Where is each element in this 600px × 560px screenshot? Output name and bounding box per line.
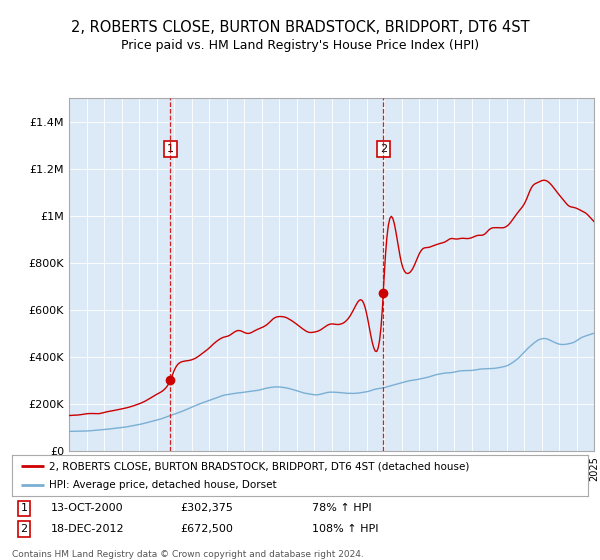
Text: £672,500: £672,500 [180,524,233,534]
Text: 2: 2 [380,144,387,154]
Text: Contains HM Land Registry data © Crown copyright and database right 2024.
This d: Contains HM Land Registry data © Crown c… [12,550,364,560]
Text: 1: 1 [20,503,28,514]
Text: 108% ↑ HPI: 108% ↑ HPI [312,524,379,534]
Text: 13-OCT-2000: 13-OCT-2000 [51,503,124,514]
Text: 2: 2 [20,524,28,534]
Text: 2, ROBERTS CLOSE, BURTON BRADSTOCK, BRIDPORT, DT6 4ST: 2, ROBERTS CLOSE, BURTON BRADSTOCK, BRID… [71,20,529,35]
Text: Price paid vs. HM Land Registry's House Price Index (HPI): Price paid vs. HM Land Registry's House … [121,39,479,52]
Text: £302,375: £302,375 [180,503,233,514]
Text: 1: 1 [167,144,174,154]
Text: 2, ROBERTS CLOSE, BURTON BRADSTOCK, BRIDPORT, DT6 4ST (detached house): 2, ROBERTS CLOSE, BURTON BRADSTOCK, BRID… [49,461,470,471]
Text: HPI: Average price, detached house, Dorset: HPI: Average price, detached house, Dors… [49,480,277,489]
Text: 78% ↑ HPI: 78% ↑ HPI [312,503,371,514]
Text: 18-DEC-2012: 18-DEC-2012 [51,524,125,534]
